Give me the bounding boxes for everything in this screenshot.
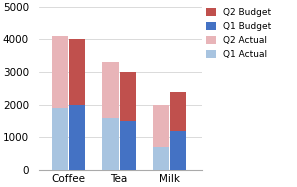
Bar: [153, 105, 169, 147]
Bar: [170, 131, 186, 170]
Bar: [153, 147, 169, 170]
Bar: [170, 92, 186, 131]
Bar: [102, 118, 119, 170]
Bar: [102, 62, 119, 118]
Legend: Q2 Budget, Q1 Budget, Q2 Actual, Q1 Actual: Q2 Budget, Q1 Budget, Q2 Actual, Q1 Actu…: [206, 8, 271, 59]
Bar: [52, 36, 68, 108]
Bar: [69, 105, 85, 170]
Bar: [119, 121, 136, 170]
Bar: [119, 72, 136, 121]
Bar: [69, 39, 85, 105]
Bar: [52, 108, 68, 170]
